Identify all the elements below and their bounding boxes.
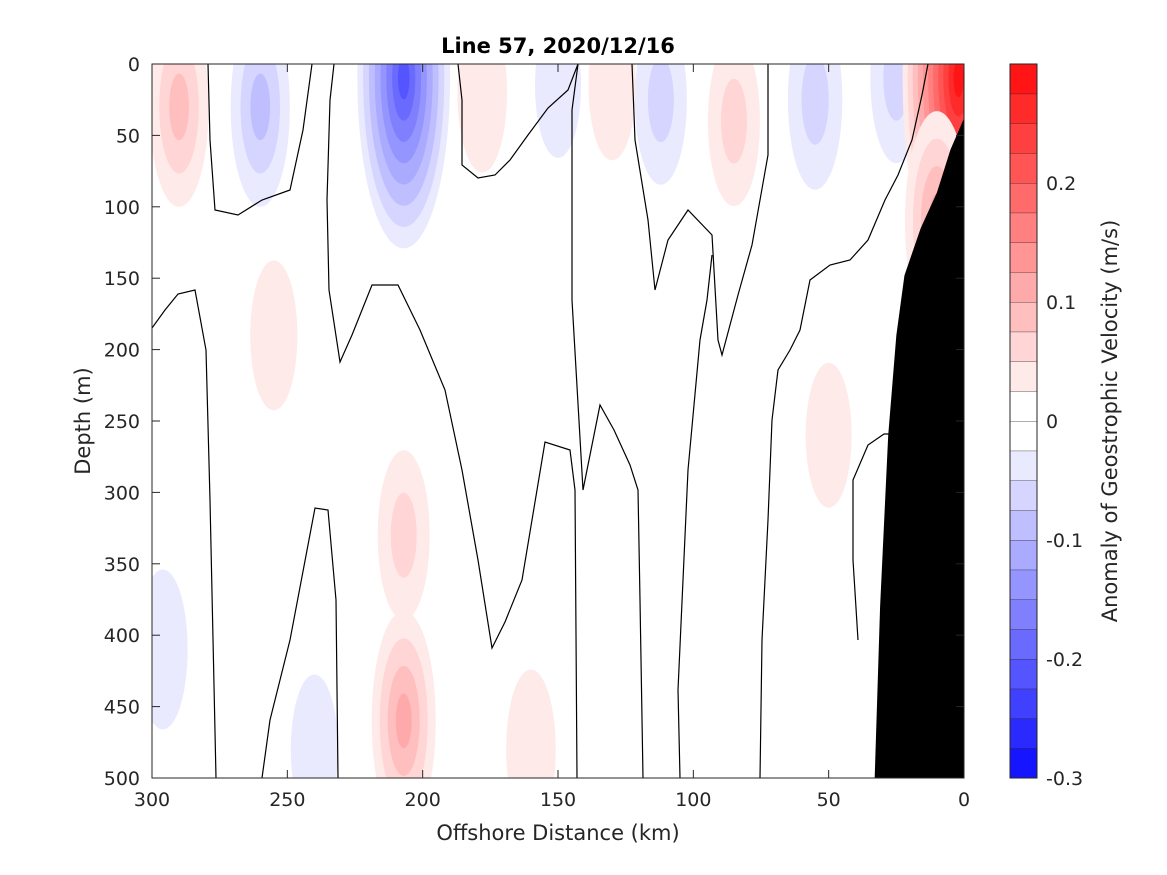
anomaly-contour-band	[647, 64, 674, 143]
colorbar-tick-label: 0	[1046, 411, 1058, 433]
colorbar-title: Anomaly of Geostrophic Velocity (m/s)	[1098, 220, 1122, 623]
colorbar: -0.3 -0.2 -0.1 0 0.1 0.2	[1009, 63, 1083, 790]
anomaly-contour-band	[169, 73, 189, 141]
anomaly-contour-band	[397, 64, 410, 100]
zero-contour-line	[677, 254, 713, 778]
anomaly-contour-band	[953, 64, 964, 98]
anomaly-contour-fill	[152, 64, 964, 778]
bathymetry-profile	[874, 118, 964, 778]
y-tick-label: 0	[128, 54, 140, 76]
colorbar-level	[1010, 599, 1037, 630]
colorbar-tick-label: -0.3	[1046, 768, 1083, 790]
zero-contour-line	[207, 64, 313, 216]
colorbar-level	[1010, 480, 1037, 511]
colorbar-level	[1010, 540, 1037, 570]
chart-title: Line 57, 2020/12/16	[441, 34, 675, 58]
anomaly-contour-band	[588, 64, 636, 161]
colorbar-level	[1010, 331, 1037, 362]
zero-contour-line	[457, 64, 579, 179]
anomaly-contour-band	[250, 73, 271, 141]
y-tick-label: 350	[104, 554, 140, 576]
colorbar-level	[1010, 510, 1037, 540]
colorbar-level	[1010, 272, 1037, 302]
colorbar-level	[1010, 391, 1037, 421]
colorbar-level	[1010, 183, 1037, 213]
colorbar-level	[1010, 688, 1037, 719]
colorbar-tick-label: -0.1	[1046, 530, 1083, 552]
zero-contour-line	[759, 64, 929, 778]
x-tick-label: 200	[405, 789, 441, 811]
anomaly-contour-band	[457, 64, 508, 173]
zero-contour-line	[152, 289, 217, 778]
colorbar-level	[1010, 153, 1037, 183]
zero-contour-line	[631, 64, 769, 358]
anomaly-contour-band	[506, 669, 556, 778]
anomaly-contour-band	[152, 569, 188, 730]
anomaly-contour-band	[390, 492, 417, 578]
y-tick-label: 450	[104, 697, 140, 719]
x-tick-label: 100	[675, 789, 711, 811]
zero-contour-line	[326, 64, 578, 778]
y-tick-label: 200	[104, 340, 140, 362]
colorbar-level	[1010, 421, 1037, 451]
anomaly-contour-band	[801, 64, 829, 145]
colorbar-level	[1010, 361, 1037, 392]
y-tick-label: 400	[104, 625, 140, 647]
colorbar-level	[1010, 93, 1037, 124]
colorbar-level	[1010, 242, 1037, 273]
colorbar-level	[1010, 123, 1037, 154]
y-axis-title: Depth (m)	[71, 367, 95, 474]
y-tick-label: 500	[104, 768, 140, 790]
x-tick-label: 250	[269, 789, 305, 811]
seafloor-fill	[874, 118, 964, 778]
colorbar-level	[1010, 212, 1037, 243]
x-tick-label: 150	[540, 789, 576, 811]
y-tick-label: 50	[116, 125, 140, 147]
colorbar-level	[1010, 718, 1037, 749]
colorbar-frame	[1009, 63, 1038, 779]
colorbar-level	[1010, 64, 1037, 94]
y-tick-label: 150	[104, 268, 140, 290]
zero-contour-line	[261, 507, 339, 778]
y-tick-label: 300	[104, 482, 140, 504]
colorbar-level	[1010, 659, 1037, 689]
zero-contour-line	[852, 433, 894, 641]
anomaly-contour-band	[720, 78, 747, 164]
anomaly-contour-band	[290, 674, 338, 778]
plot-area	[151, 63, 965, 779]
anomaly-contour-band	[805, 362, 852, 508]
colorbar-tick-label: 0.1	[1046, 292, 1076, 314]
colorbar-level	[1010, 302, 1037, 332]
x-axis: 300 250 200 150 100 50 0	[134, 64, 970, 811]
y-axis: 0 50 100 150 200 250 300 350 400 450 500	[104, 54, 964, 790]
colorbar-tick-label: -0.2	[1046, 649, 1083, 671]
zero-contour-lines	[152, 64, 929, 778]
colorbar-level	[1010, 450, 1037, 481]
y-tick-label: 250	[104, 411, 140, 433]
y-tick-label: 100	[104, 197, 140, 219]
x-tick-label: 0	[958, 789, 970, 811]
colorbar-level	[1010, 629, 1037, 659]
x-axis-title: Offshore Distance (km)	[436, 821, 679, 845]
zero-contour-line	[571, 64, 644, 778]
x-tick-label: 300	[134, 789, 170, 811]
anomaly-contour-band	[250, 260, 298, 411]
colorbar-tick-label: 0.2	[1046, 173, 1076, 195]
colorbar-level	[1010, 569, 1037, 600]
colorbar-level	[1010, 748, 1037, 778]
anomaly-contour-band	[395, 693, 412, 749]
x-tick-label: 50	[817, 789, 841, 811]
